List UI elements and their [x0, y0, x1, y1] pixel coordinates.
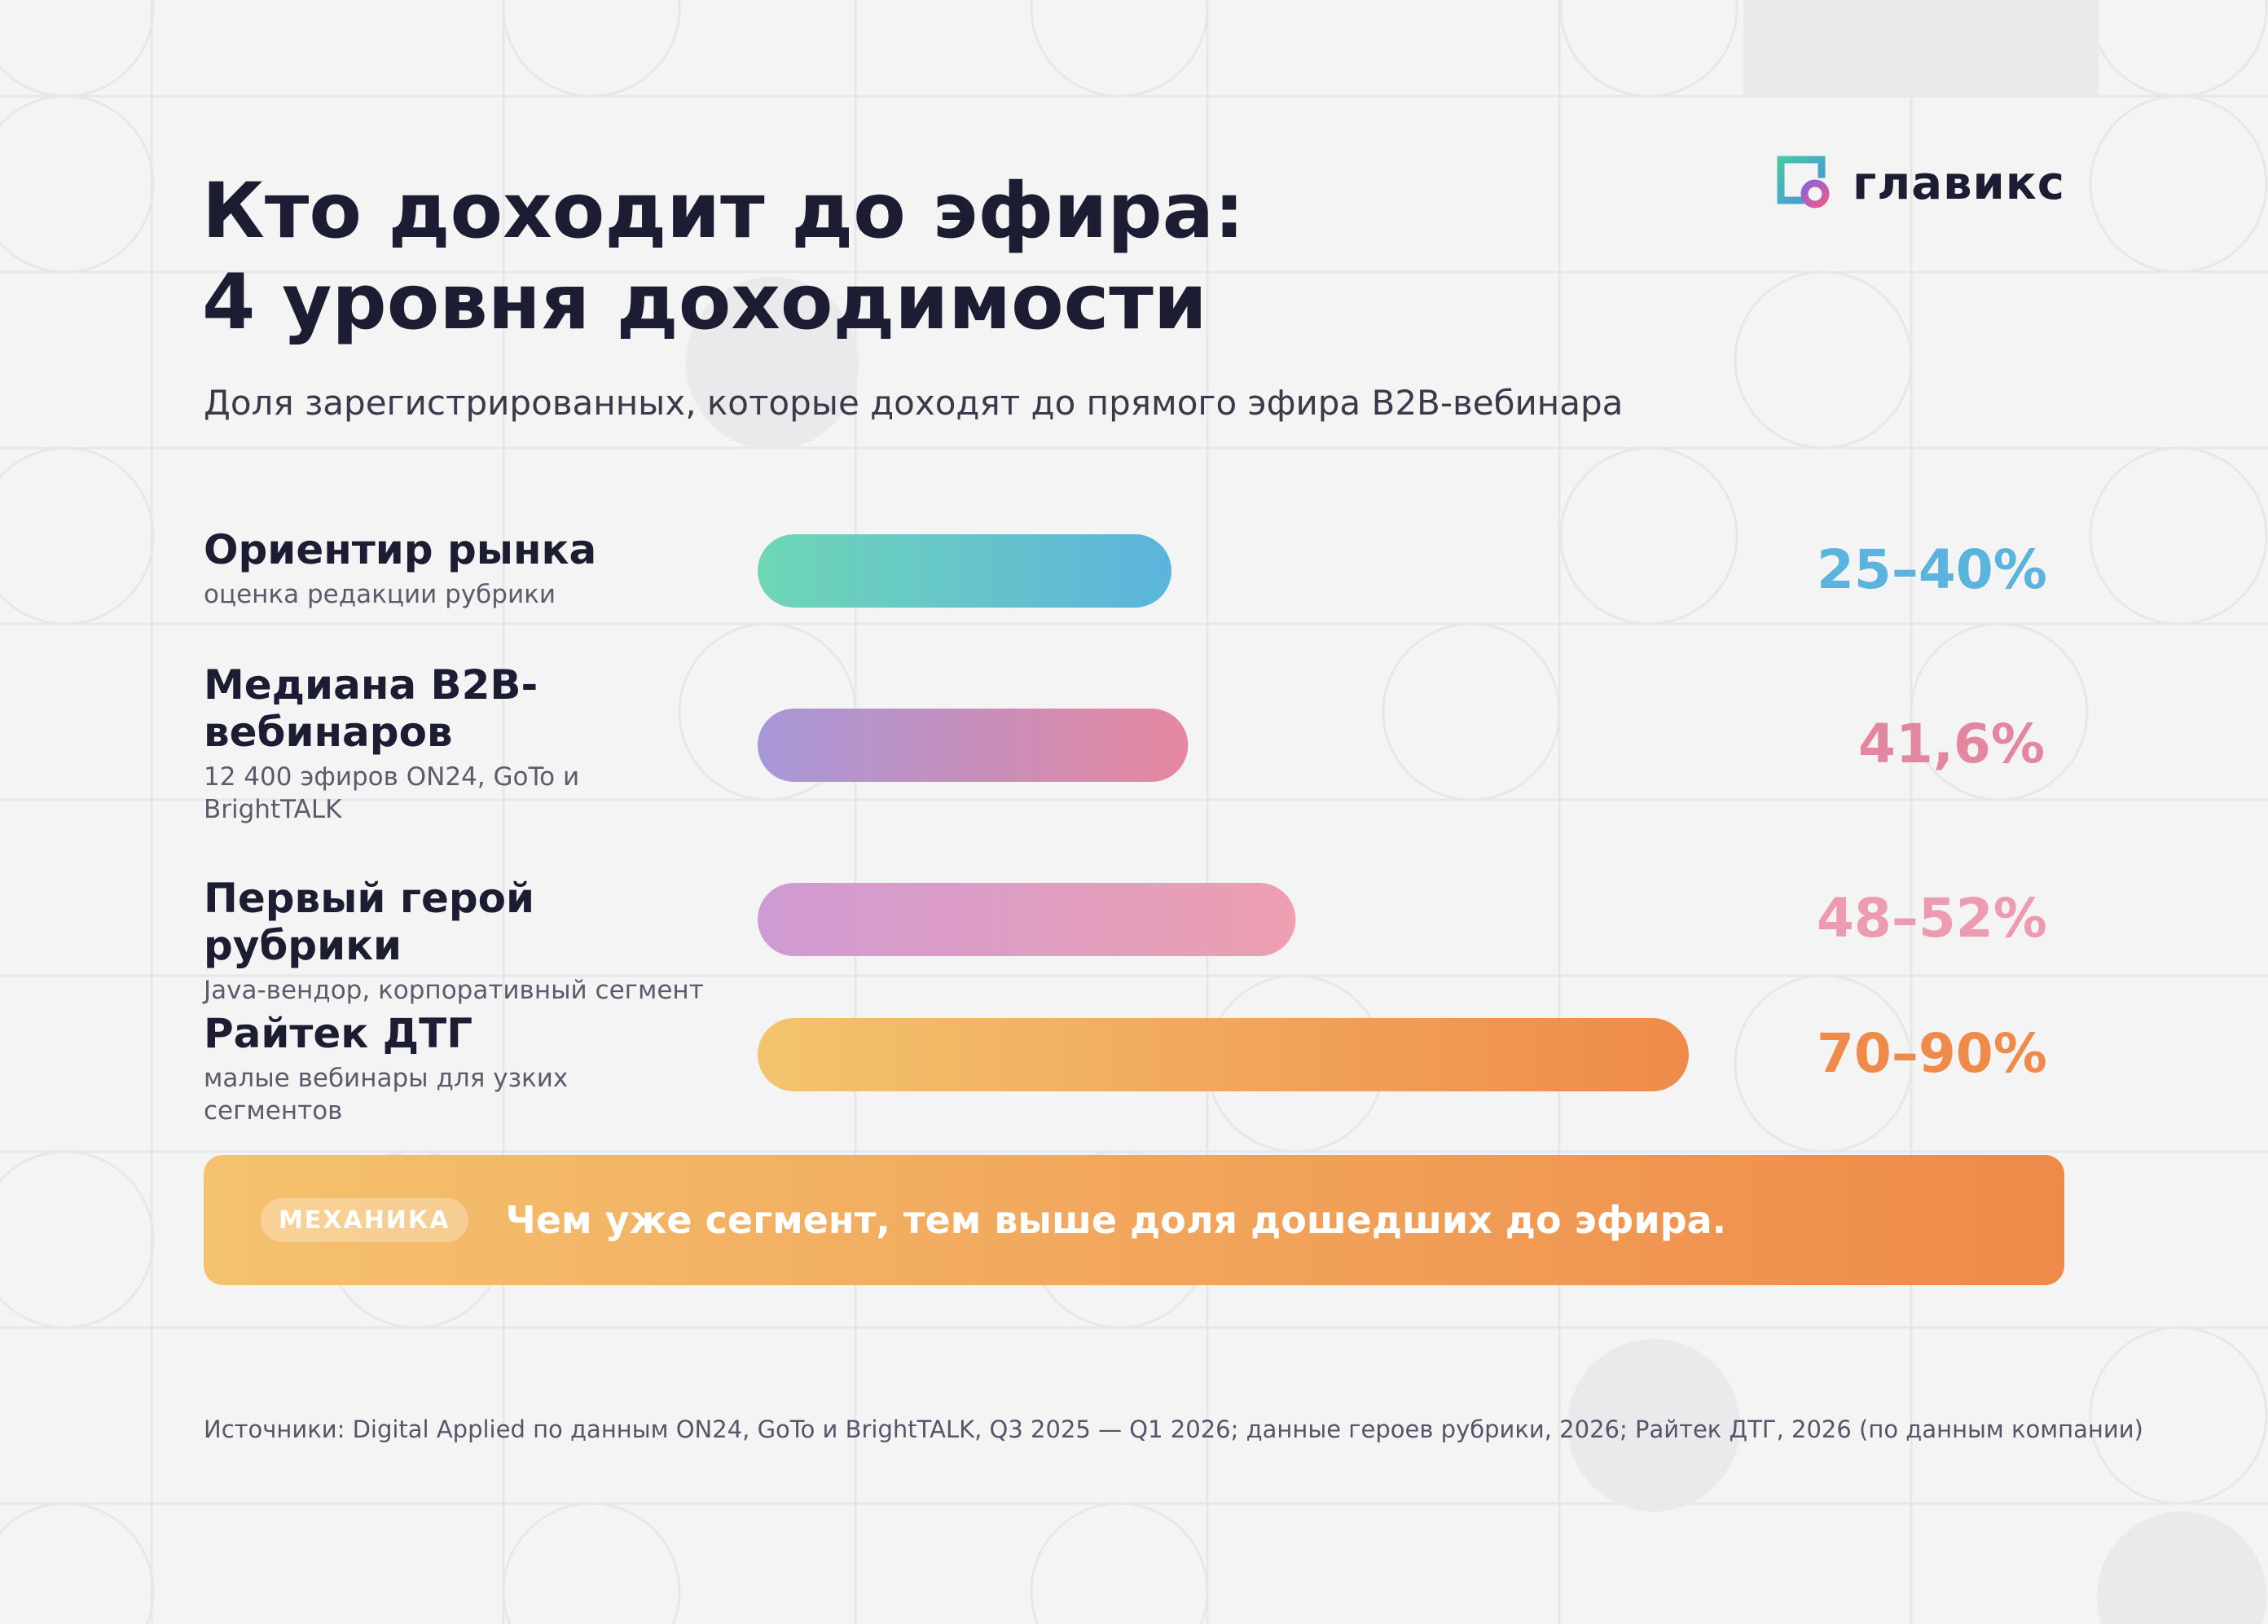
value-label-3: 48–52% — [1817, 887, 2047, 950]
page-title-line-2: 4 уровня доходимости — [202, 258, 1207, 347]
page-title: Кто доходит до эфира: 4 уровня доходимос… — [202, 166, 1750, 349]
mechanics-tag: МЕХАНИКА — [261, 1198, 468, 1242]
row-label-4: Райтек ДТГ малые вебинары для узких сегм… — [204, 1010, 709, 1127]
bar-1 — [758, 534, 1171, 608]
page-title-line-1: Кто доходит до эфира: — [202, 167, 1245, 256]
bar-4 — [758, 1018, 1689, 1091]
row-note: 12 400 эфиров ON24, GoTo и BrightTALK — [204, 762, 580, 824]
page-subtitle: Доля зарегистрированных, которые доходят… — [204, 383, 1624, 423]
row-note: оценка редакции рубрики — [204, 580, 556, 609]
row-note: Java-вендор, корпоративный сегмент — [204, 976, 704, 1005]
brand-logo: главикс — [1776, 155, 2065, 212]
row-name: Первый герой рубрики — [204, 875, 535, 969]
row-label-3: Первый герой рубрики Java-вендор, корпор… — [204, 875, 709, 1007]
row-name: Ориентир рынка — [204, 526, 597, 573]
sources-footnote: Источники: Digital Applied по данным ON2… — [204, 1416, 2143, 1443]
bar-3 — [758, 883, 1296, 956]
row-label-2: Медиана B2B-вебинаров 12 400 эфиров ON24… — [204, 661, 709, 826]
bar-2 — [758, 709, 1189, 782]
row-note: малые вебинары для узких сегментов — [204, 1064, 569, 1126]
row-name: Райтек ДТГ — [204, 1010, 473, 1057]
mechanics-callout: МЕХАНИКА Чем уже сегмент, тем выше доля … — [204, 1155, 2064, 1285]
row-name: Медиана B2B-вебинаров — [204, 661, 538, 756]
value-label-2: 41,6% — [1858, 713, 2045, 775]
value-label-1: 25–40% — [1817, 538, 2047, 601]
mechanics-text: Чем уже сегмент, тем выше доля дошедших … — [505, 1198, 1727, 1242]
brand-logo-icon — [1776, 155, 1833, 212]
brand-name: главикс — [1853, 156, 2065, 210]
value-label-4: 70–90% — [1817, 1022, 2047, 1085]
row-label-1: Ориентир рынка оценка редакции рубрики — [204, 526, 709, 611]
